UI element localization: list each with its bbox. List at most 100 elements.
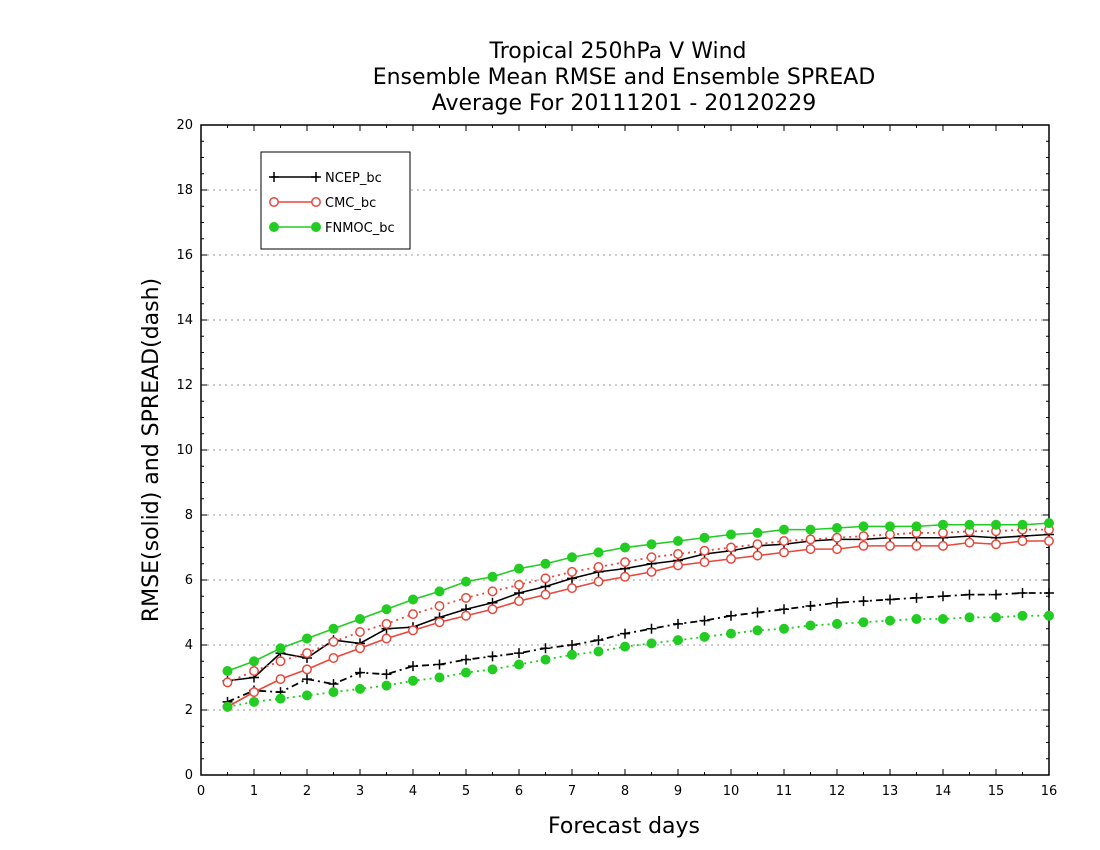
series-cmc-bc-spread-point (540, 573, 551, 584)
series-ncep-bc-spread-point (938, 591, 948, 602)
x-tick-label-1: 1 (250, 784, 258, 799)
x-tick-label-11: 11 (776, 784, 793, 799)
series-cmc-bc-rmse-point (699, 557, 710, 568)
series-cmc-bc-spread-point (832, 532, 842, 543)
series-fnmoc-bc-spread-point (275, 693, 286, 704)
series-cmc-bc-spread-point (408, 609, 418, 620)
series-ncep-bc-spread-point (964, 589, 975, 600)
series-fnmoc-bc-rmse-point (593, 547, 604, 558)
series-cmc-bc-spread-point (673, 549, 683, 559)
x-axis-label: Forecast days (548, 814, 700, 839)
y-tick-label-20: 20 (176, 118, 193, 133)
series-fnmoc-bc-spread-point (832, 618, 842, 629)
y-tick-label-18: 18 (176, 183, 193, 198)
series-fnmoc-bc-rmse-point (991, 519, 1001, 530)
series-cmc-bc-spread-point (858, 531, 869, 542)
series-fnmoc-bc-rmse-point (434, 586, 445, 597)
series-cmc-bc-rmse-point (355, 643, 365, 654)
series-ncep-bc-spread (222, 588, 1054, 707)
series-fnmoc-bc-rmse-point (302, 633, 312, 644)
series-cmc-bc-rmse-point (461, 610, 471, 621)
series-ncep-bc-spread-point (858, 596, 869, 607)
series-cmc-bc-rmse (222, 536, 1054, 712)
series-ncep-bc-spread-point (408, 661, 418, 672)
series-cmc-bc-rmse-point (832, 544, 842, 555)
y-tick-label-14: 14 (176, 313, 193, 328)
x-tick-label-3: 3 (356, 784, 364, 799)
series-cmc-bc-spread-point (328, 636, 339, 647)
series-fnmoc-bc-spread (222, 610, 1054, 712)
legend-item-ncep-bc: NCEP_bc (269, 171, 382, 186)
series-fnmoc-bc-rmse-point (540, 558, 551, 569)
series-ncep-bc-spread-point (699, 615, 710, 626)
series-fnmoc-bc-spread-point (964, 612, 975, 623)
series-fnmoc-bc-spread-point (434, 672, 445, 683)
series-cmc-bc-rmse-point (858, 540, 869, 551)
series-fnmoc-bc-rmse-point (514, 563, 524, 574)
series-fnmoc-bc-spread-point (1017, 610, 1028, 621)
series-layer (222, 518, 1054, 712)
series-fnmoc-bc-spread-line (227, 614, 1049, 708)
series-ncep-bc-spread-point (991, 589, 1001, 600)
series-fnmoc-bc-rmse-point (911, 521, 922, 532)
series-cmc-bc-rmse-point (514, 596, 524, 607)
x-tick-label-16: 16 (1041, 784, 1058, 799)
series-ncep-bc-spread-point (302, 674, 312, 685)
series-cmc-bc-rmse-point (540, 589, 551, 600)
series-cmc-bc-rmse-point (938, 540, 948, 551)
series-cmc-bc-spread-point (567, 566, 577, 577)
series-fnmoc-bc-rmse-point (885, 521, 895, 532)
x-tick-label-14: 14 (935, 784, 952, 799)
series-cmc-bc-rmse-point (275, 674, 286, 685)
series-cmc-bc-spread-point (752, 539, 763, 550)
series-fnmoc-bc-spread-point (249, 696, 259, 707)
series-fnmoc-bc-spread-point (408, 675, 418, 686)
series-cmc-bc-rmse-point (1044, 536, 1054, 546)
series-ncep-bc-spread-point (752, 607, 763, 618)
y-tick-label-4: 4 (185, 638, 193, 653)
series-cmc-bc-spread-point (593, 562, 604, 572)
series-cmc-bc-rmse-point (249, 687, 259, 698)
x-tick-label-9: 9 (674, 784, 682, 799)
series-cmc-bc-rmse-point (673, 560, 683, 571)
series-cmc-bc-rmse-point (1017, 536, 1028, 546)
series-fnmoc-bc-spread-point (1044, 610, 1054, 621)
chart-title-line-3: Average For 20111201 - 20120229 (432, 91, 817, 116)
series-cmc-bc-spread-point (885, 529, 895, 540)
series-fnmoc-bc-spread-point (381, 680, 392, 691)
x-tick-label-8: 8 (621, 784, 629, 799)
series-fnmoc-bc-spread-point (328, 687, 339, 698)
series-cmc-bc-rmse-point (302, 664, 312, 675)
series-fnmoc-bc-spread-point (673, 635, 683, 646)
x-tick-label-5: 5 (462, 784, 470, 799)
series-ncep-bc-spread-point (1017, 588, 1028, 598)
series-ncep-bc-spread-point (620, 628, 630, 639)
series-cmc-bc-rmse-point (328, 653, 339, 663)
series-fnmoc-bc-rmse-point (752, 527, 763, 538)
series-cmc-bc-spread-point (302, 648, 312, 659)
series-cmc-bc-rmse-point (752, 550, 763, 561)
x-tick-label-6: 6 (515, 784, 523, 799)
series-fnmoc-bc-spread-point (514, 659, 524, 670)
series-fnmoc-bc-rmse-point (487, 571, 498, 582)
series-cmc-bc-spread-point (275, 656, 286, 667)
series-cmc-bc-rmse-point (646, 566, 657, 577)
series-fnmoc-bc-rmse-point (964, 519, 975, 530)
series-cmc-bc-rmse-point (911, 540, 922, 551)
series-cmc-bc-spread-point (249, 666, 259, 676)
series-cmc-bc-rmse-point (567, 583, 577, 594)
chart-title-line-1: Tropical 250hPa V Wind (488, 39, 746, 64)
series-ncep-bc-spread-point (593, 635, 604, 646)
series-cmc-bc-rmse-point (991, 539, 1001, 550)
legend-label: FNMOC_bc (325, 221, 395, 236)
series-fnmoc-bc-rmse-point (858, 521, 869, 532)
series-ncep-bc-spread-point (381, 669, 392, 680)
series-cmc-bc-spread-point (646, 552, 657, 563)
series-cmc-bc-spread-point (461, 592, 471, 603)
series-fnmoc-bc-rmse-point (328, 623, 339, 634)
series-fnmoc-bc-spread-point (991, 612, 1001, 623)
series-ncep-bc-spread-point (567, 640, 577, 650)
series-fnmoc-bc-rmse (222, 518, 1054, 676)
series-fnmoc-bc-spread-point (540, 654, 551, 665)
x-tick-label-2: 2 (303, 784, 311, 799)
